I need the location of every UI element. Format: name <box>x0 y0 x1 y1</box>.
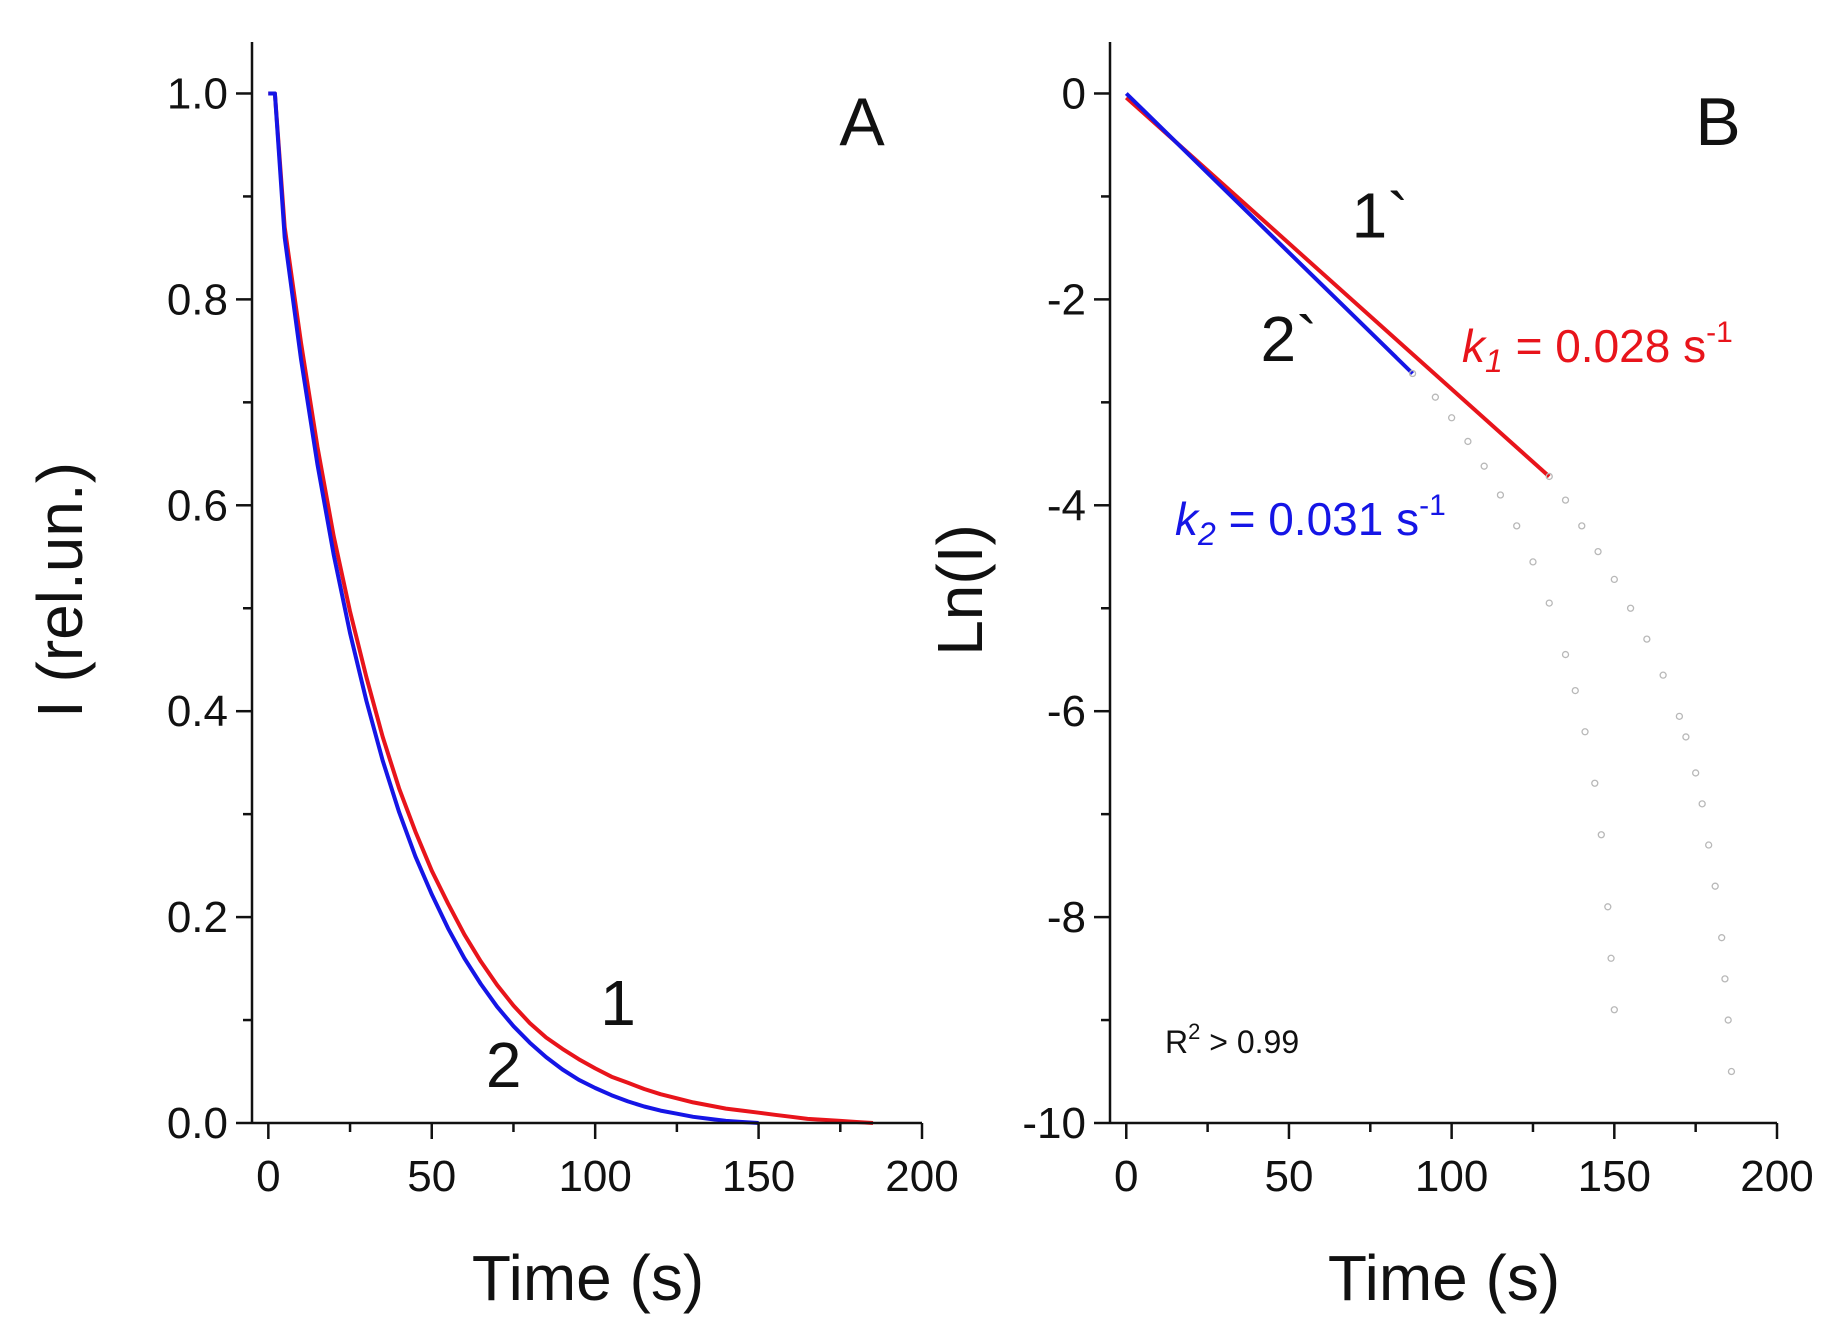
panel-b-data-point <box>1597 831 1605 839</box>
panel-b-data-point <box>1610 1006 1618 1014</box>
panel-a-plot-area: 12 <box>268 91 874 1125</box>
panel-b-data-point <box>1659 671 1667 679</box>
panel-b-data-point <box>1571 686 1579 695</box>
panel-a-curve-label: 2 <box>486 1029 522 1101</box>
panel-b-data-point <box>1447 414 1456 422</box>
panel-b-x-axis-title: Time (s) <box>1328 1242 1560 1314</box>
panel-a-y-tick-label: 0.8 <box>167 275 228 324</box>
panel-b-data-point <box>1607 954 1615 962</box>
panel-b-data-point <box>1513 522 1521 530</box>
panel-b-data-point <box>1408 369 1417 378</box>
panel-b-data-point <box>1675 712 1684 720</box>
panel-a-x-tick-label: 100 <box>558 1152 631 1201</box>
panel-b-data-point <box>1464 437 1472 446</box>
panel-b-data-point <box>1643 635 1651 643</box>
panel-b-y-tick-label: -4 <box>1047 481 1086 530</box>
panel-a-x-tick-label: 200 <box>885 1152 958 1201</box>
panel-b-data-point <box>1496 491 1505 499</box>
r2-symbol: R <box>1165 1024 1188 1060</box>
panel-a-x-axis-title: Time (s) <box>472 1242 704 1314</box>
panel-b-x-tick-label: 0 <box>1114 1152 1138 1201</box>
panel-b-letter: B <box>1695 84 1740 160</box>
panel-a-ticks: 0 50 100 150 200 0.0 0.2 0.4 0.6 0.8 1.0 <box>167 69 959 1201</box>
panel-b-data-point <box>1561 496 1570 504</box>
panel-a-x-tick-label: 150 <box>722 1152 795 1201</box>
panel-b-data-point <box>1727 1067 1736 1076</box>
panel-b-data-point <box>1705 841 1713 849</box>
k2-rate-label: k2 = 0.031 s-1 <box>1175 489 1446 552</box>
panel-b-y-tick-label: -8 <box>1047 893 1086 942</box>
panel-b-data-point <box>1594 547 1602 556</box>
panel-a-series-line-2 <box>268 91 759 1125</box>
k1-subscript: 1 <box>1485 343 1503 379</box>
panel-b-data-point <box>1581 728 1589 736</box>
panel-a-x-tick-label: 50 <box>407 1152 456 1201</box>
panel-b-y-tick-label: -10 <box>1022 1099 1086 1148</box>
panel-b-data-point <box>1711 882 1719 890</box>
panel-b-data-point <box>1610 575 1618 584</box>
panel-b-data-point <box>1431 393 1440 401</box>
panel-b-curve-label: 2` <box>1260 303 1317 375</box>
panel-b-data-point <box>1692 769 1700 777</box>
panel-a-y-tick-label: 0.2 <box>167 893 228 942</box>
panel-b-data-point <box>1698 800 1706 808</box>
panel-b-data-point <box>1578 522 1586 530</box>
panel-b-y-tick-label: -2 <box>1047 275 1086 324</box>
panel-b-x-tick-label: 100 <box>1415 1152 1488 1201</box>
panel-a-y-tick-label: 0.4 <box>167 687 228 736</box>
panel-b-curve-label: 1` <box>1352 180 1409 252</box>
panel-b-x-tick-label: 50 <box>1264 1152 1313 1201</box>
panel-a-y-axis-title: I (rel.un.) <box>24 462 96 718</box>
k1-value: = 0.028 s <box>1503 320 1706 372</box>
k2-subscript: 2 <box>1197 516 1216 552</box>
panel-a-y-tick-label: 0.0 <box>167 1099 228 1148</box>
panel-b-data-point <box>1604 903 1612 911</box>
panel-b-ticks: 0 50 100 150 200 0 -2 -4 -6 -8 -10 <box>1022 69 1813 1201</box>
panel-b-data-point <box>1591 779 1599 787</box>
k2-superscript: -1 <box>1419 489 1446 522</box>
panel-b-plot-area: 1` 2` <box>1124 92 1736 1076</box>
panel-b-data-point <box>1545 599 1553 607</box>
r-squared-label: R2 > 0.99 <box>1165 1019 1299 1060</box>
k1-superscript: -1 <box>1706 316 1733 349</box>
r2-value: > 0.99 <box>1200 1024 1299 1060</box>
k2-symbol: k <box>1175 493 1200 545</box>
panel-b-data-point <box>1721 975 1729 983</box>
panel-b-data-point <box>1480 462 1488 470</box>
panel-b-data-point <box>1718 934 1726 942</box>
panel-b-data-point <box>1626 604 1635 612</box>
panel-b-x-tick-label: 150 <box>1578 1152 1651 1201</box>
panel-b-y-tick-label: 0 <box>1062 69 1086 118</box>
panel-a-y-tick-label: 0.6 <box>167 481 228 530</box>
panel-a-curve-label: 1 <box>600 967 636 1039</box>
k2-value: = 0.031 s <box>1216 493 1419 545</box>
panel-a-series-line-1 <box>268 91 874 1125</box>
panel-b-data-point <box>1724 1016 1732 1024</box>
k1-symbol: k <box>1462 320 1487 372</box>
panel-b-data-point <box>1529 558 1537 566</box>
panel-a-letter: A <box>839 84 885 160</box>
panel-b: 1` 2` 0 50 100 150 200 0 -2 -4 -6 -8 -10 B Time (s)… <box>924 42 1814 1314</box>
panel-b-data-point <box>1561 650 1570 659</box>
panel-b-y-axis-title: Ln(I) <box>924 524 996 656</box>
panel-a-x-tick-label: 0 <box>256 1152 280 1201</box>
k1-rate-label: k1 = 0.028 s-1 <box>1462 316 1733 379</box>
r2-superscript: 2 <box>1188 1019 1200 1044</box>
panel-b-data-point <box>1545 472 1553 481</box>
panel-b-x-tick-label: 200 <box>1740 1152 1813 1201</box>
panel-b-series-line-2 <box>1124 92 1414 375</box>
panel-a-y-tick-label: 1.0 <box>167 69 228 118</box>
panel-b-y-tick-label: -6 <box>1047 687 1086 736</box>
panel-b-data-point <box>1682 733 1690 741</box>
